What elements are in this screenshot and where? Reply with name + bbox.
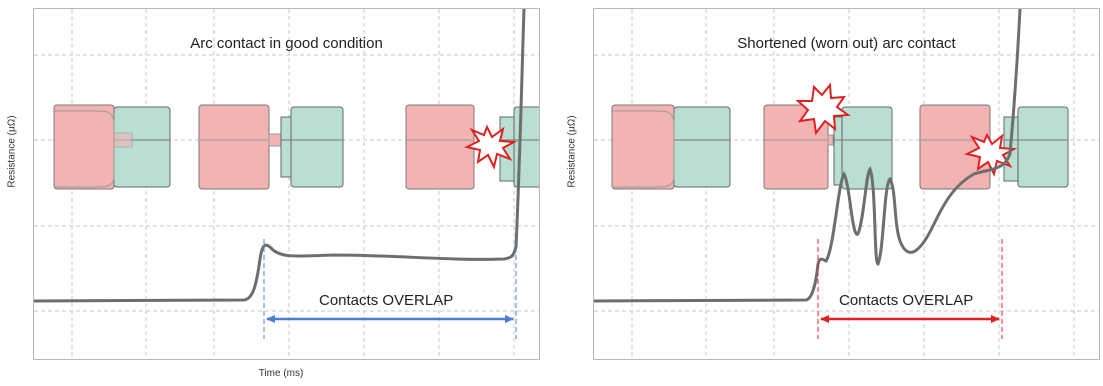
moving-contact	[763, 104, 829, 190]
contact-pair-separating	[198, 104, 344, 190]
diagram-good-contact	[34, 9, 539, 359]
contact-pair-closed	[611, 104, 731, 190]
arc-pin	[268, 133, 282, 147]
resistance-curve	[594, 9, 1022, 303]
x-axis-label: Time (ms)	[258, 368, 304, 379]
contact-pair-arcing	[919, 104, 1069, 190]
moving-contact	[611, 104, 675, 190]
moving-contact	[405, 104, 475, 190]
fixed-contact-step	[280, 116, 292, 178]
overlap-label: Contacts OVERLAP	[839, 292, 974, 309]
arc-pin	[827, 134, 834, 146]
diagram-worn-contact	[594, 9, 1099, 359]
panel-title: Arc contact in good condition	[190, 35, 383, 52]
y-axis-label: Resistance (µΩ)	[6, 115, 18, 188]
contact-pair-arc-top	[763, 82, 893, 190]
panel-good-contact: Arc contact in good condition Contacts O…	[33, 8, 540, 360]
fixed-contact	[290, 106, 344, 188]
arc-flash-icon	[464, 124, 518, 170]
moving-contact	[198, 104, 270, 190]
arc-pin	[113, 132, 133, 148]
fixed-contact	[673, 106, 731, 188]
contact-pair-closed	[53, 104, 171, 190]
panel-title: Shortened (worn out) arc contact	[737, 35, 956, 52]
arc-flash-icon	[964, 132, 1018, 177]
resistance-curve	[34, 9, 526, 303]
arc-flash-icon	[795, 82, 851, 136]
overlap-label: Contacts OVERLAP	[319, 292, 454, 309]
moving-contact	[53, 104, 115, 190]
fixed-contact	[1017, 106, 1069, 188]
y-axis-label: Resistance (µΩ)	[566, 115, 578, 188]
panel-worn-contact: Shortened (worn out) arc contact Contact…	[593, 8, 1100, 360]
